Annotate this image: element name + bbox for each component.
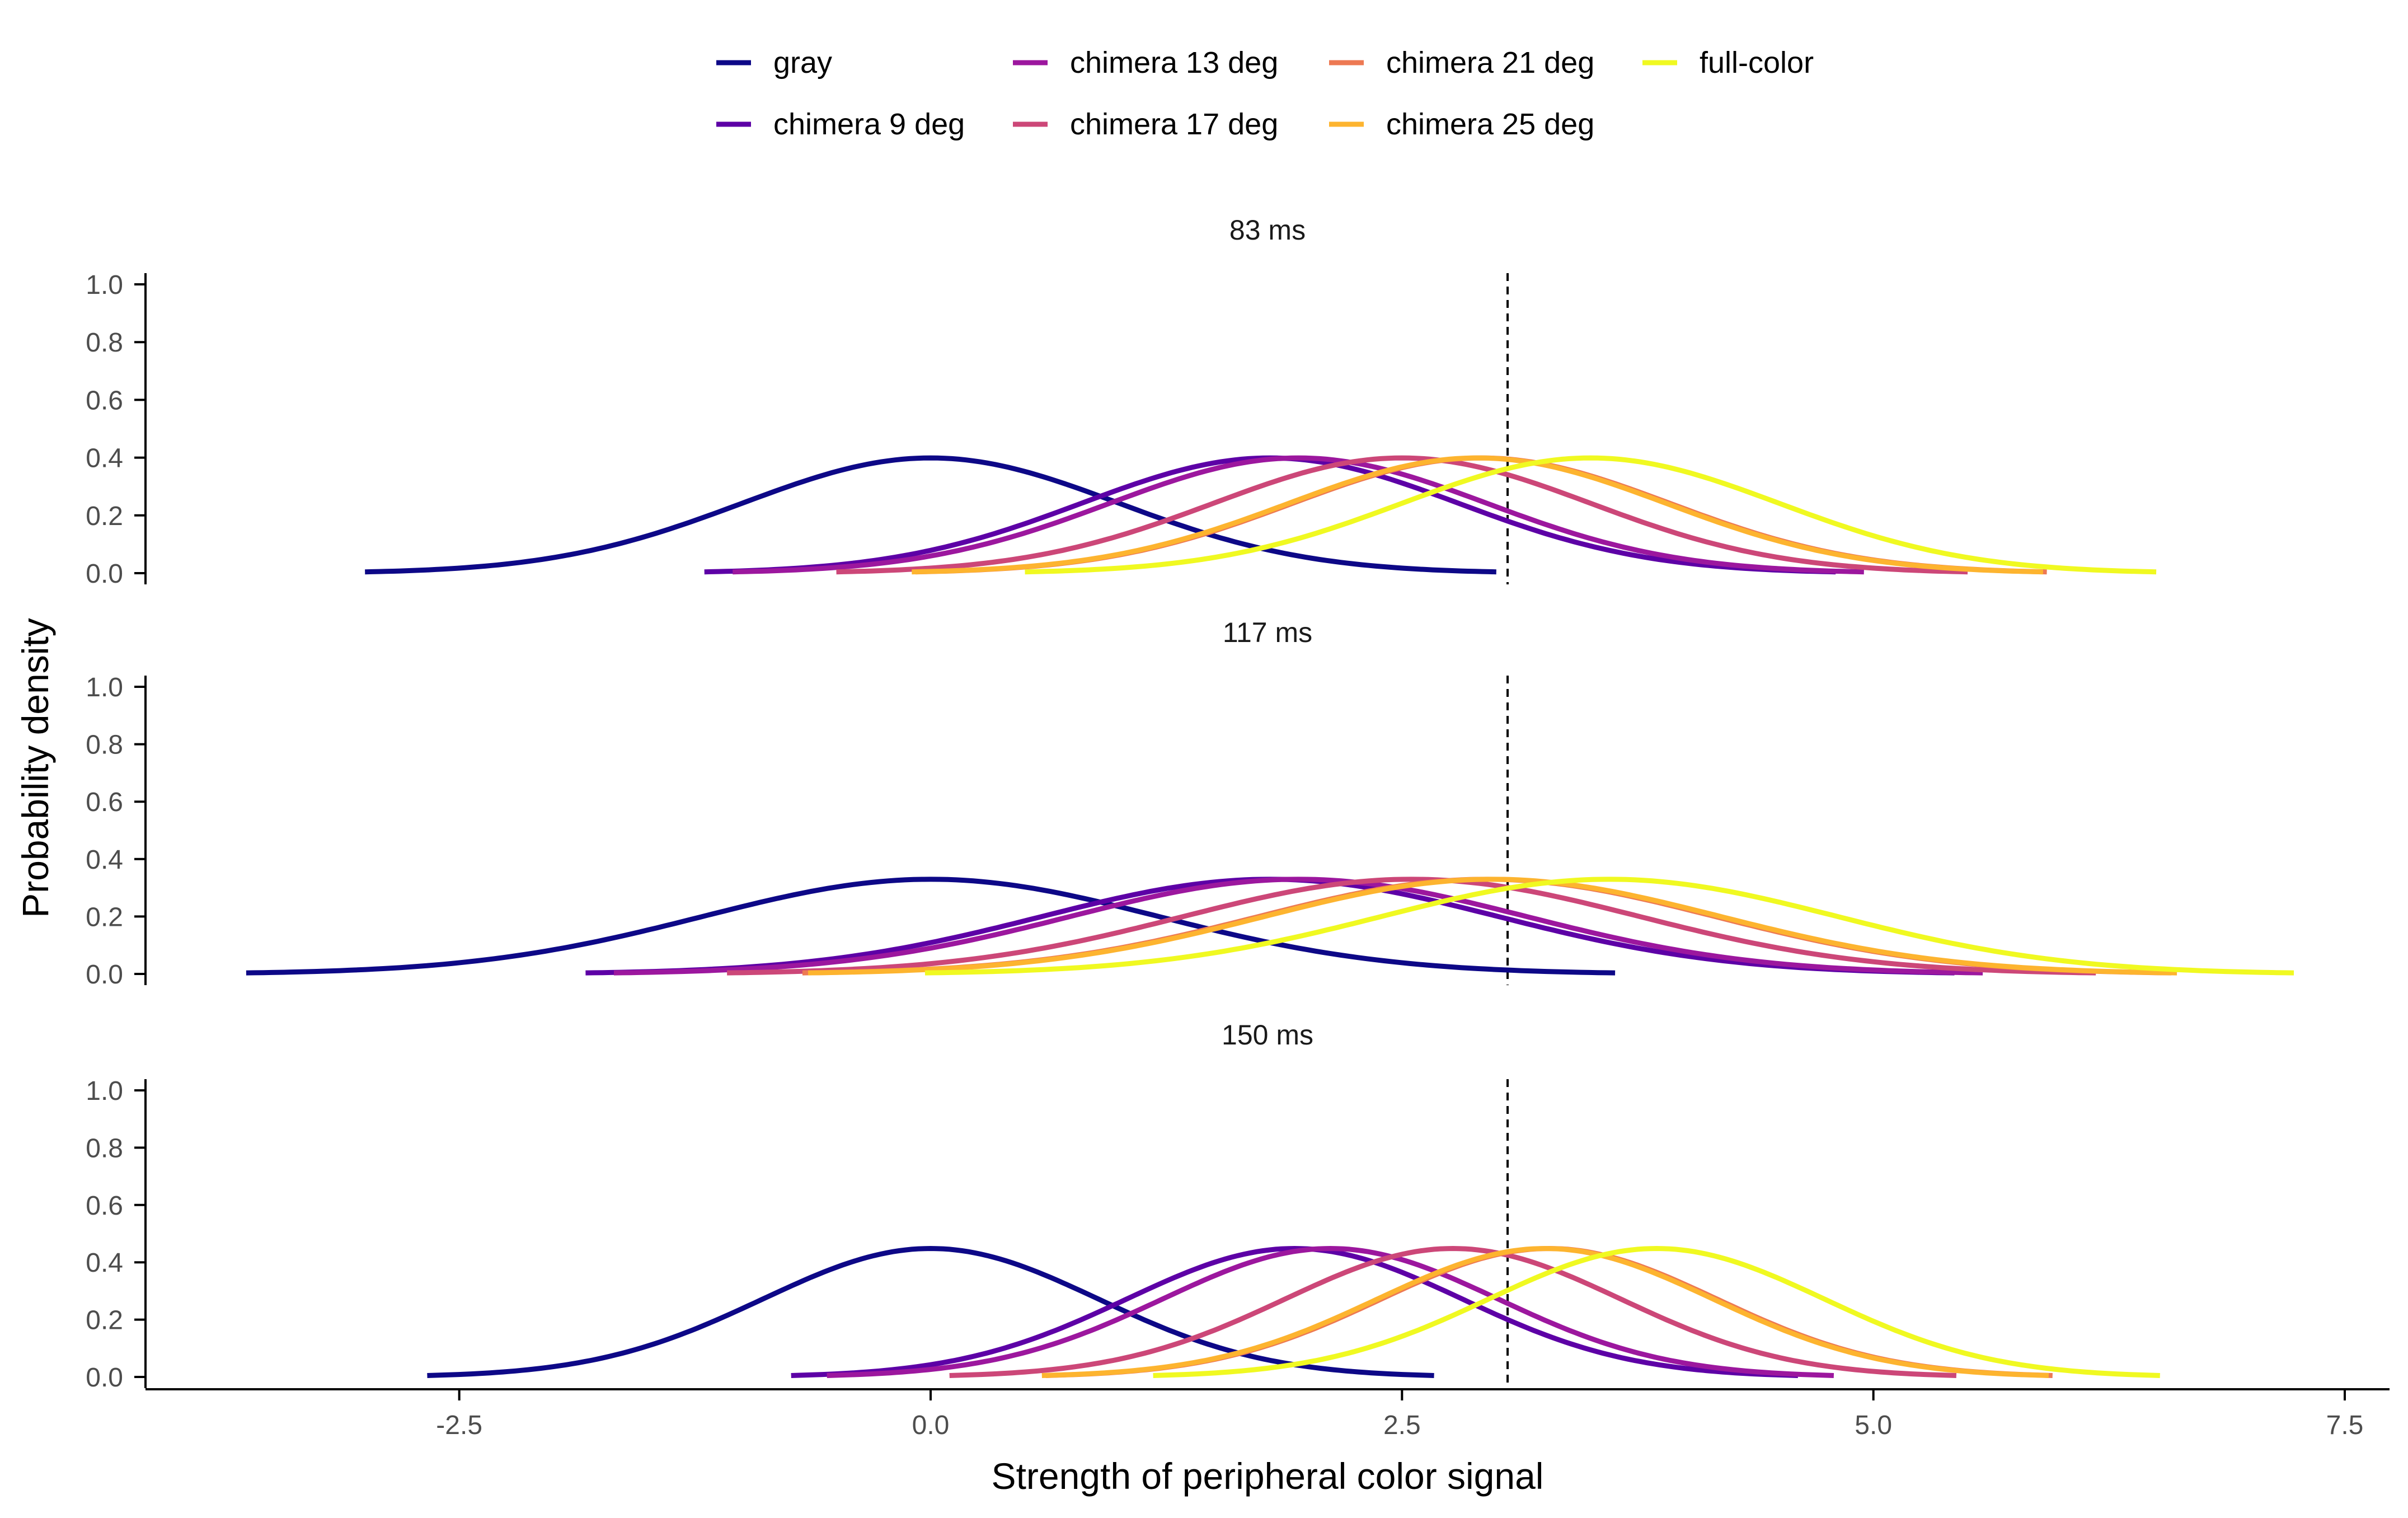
density-curve-chimera-17-deg [949, 1245, 1957, 1378]
panel-title: 150 ms [1222, 1019, 1313, 1051]
y-tick-label: 0.8 [86, 1133, 123, 1163]
density-curve-full-color [1153, 1245, 2160, 1378]
legend-label: gray [773, 46, 832, 79]
panels: 83 ms 0.0 0.2 0.4 0.6 0.8 1.0 117 ms 0.0 0.2 0.4 0.… [86, 214, 2294, 1393]
density-curve-chimera-25-deg [912, 455, 2044, 575]
density-curve-chimera-13-deg [613, 877, 1983, 976]
panel: 150 ms 0.0 0.2 0.4 0.6 0.8 1.0 [86, 1019, 2160, 1393]
y-tick-label: 0.6 [86, 386, 123, 415]
legend-item: chimera 13 deg [1013, 46, 1278, 79]
legend-label: chimera 21 deg [1386, 46, 1594, 79]
legend-item: full-color [1642, 46, 1814, 79]
legend-item: chimera 9 deg [716, 107, 965, 141]
density-curve-chimera-17-deg [836, 455, 1968, 575]
y-tick-label: 0.8 [86, 328, 123, 358]
density-curve-chimera-9-deg [791, 1245, 1799, 1378]
y-tick-label: 0.4 [86, 1248, 123, 1278]
x-axis: -2.5 0.0 2.5 5.0 7.5 [145, 1388, 2390, 1440]
panel-title: 83 ms [1229, 214, 1306, 246]
panel: 117 ms 0.0 0.2 0.4 0.6 0.8 1.0 [86, 617, 2294, 990]
y-tick-label: 0.6 [86, 788, 123, 817]
x-tick-label: 0.0 [912, 1411, 950, 1440]
density-curve-chimera-13-deg [827, 1245, 1834, 1378]
y-tick-label: 0.2 [86, 502, 123, 531]
density-curve-chimera-13-deg [733, 455, 1864, 575]
y-tick-label: 1.0 [86, 1076, 123, 1106]
density-curve-gray [427, 1245, 1434, 1378]
legend-item: chimera 17 deg [1013, 107, 1278, 141]
y-tick-label: 1.0 [86, 270, 123, 300]
x-axis-title: Strength of peripheral color signal [992, 1455, 1544, 1497]
legend-label: full-color [1700, 46, 1814, 79]
density-curve-chimera-25-deg [1041, 1245, 2049, 1378]
y-tick-label: 0.6 [86, 1191, 123, 1221]
x-tick-label: 2.5 [1383, 1411, 1421, 1440]
density-curve-gray [246, 877, 1616, 976]
density-curve-gray [365, 455, 1496, 575]
x-tick-label: -2.5 [436, 1411, 482, 1440]
x-tick-label: 5.0 [1855, 1411, 1892, 1440]
y-tick-label: 0.0 [86, 559, 123, 589]
y-tick-label: 0.4 [86, 444, 123, 474]
density-curve-full-color [1025, 455, 2157, 575]
y-tick-label: 0.0 [86, 1363, 123, 1393]
density-curve-chimera-25-deg [808, 877, 2177, 976]
y-tick-label: 0.2 [86, 1306, 123, 1336]
y-tick-label: 0.2 [86, 902, 123, 932]
density-curve-chimera-17-deg [727, 877, 2096, 976]
legend-label: chimera 17 deg [1070, 107, 1278, 141]
x-tick-label: 7.5 [2326, 1411, 2364, 1440]
y-tick-label: 0.4 [86, 845, 123, 875]
panel: 83 ms 0.0 0.2 0.4 0.6 0.8 1.0 [86, 214, 2157, 589]
panel-title: 117 ms [1223, 617, 1312, 648]
y-tick-label: 0.0 [86, 960, 123, 990]
y-axis-title: Probability density [15, 618, 56, 918]
density-curve-full-color [924, 877, 2294, 976]
legend-item: chimera 21 deg [1329, 46, 1594, 79]
legend-item: gray [716, 46, 832, 79]
legend-item: chimera 25 deg [1329, 107, 1594, 141]
legend-label: chimera 9 deg [773, 107, 965, 141]
legend: gray chimera 9 deg chimera 13 deg chimera 1… [716, 46, 1814, 141]
legend-label: chimera 13 deg [1070, 46, 1278, 79]
y-tick-label: 1.0 [86, 673, 123, 702]
legend-label: chimera 25 deg [1386, 107, 1594, 141]
y-tick-label: 0.8 [86, 730, 123, 760]
